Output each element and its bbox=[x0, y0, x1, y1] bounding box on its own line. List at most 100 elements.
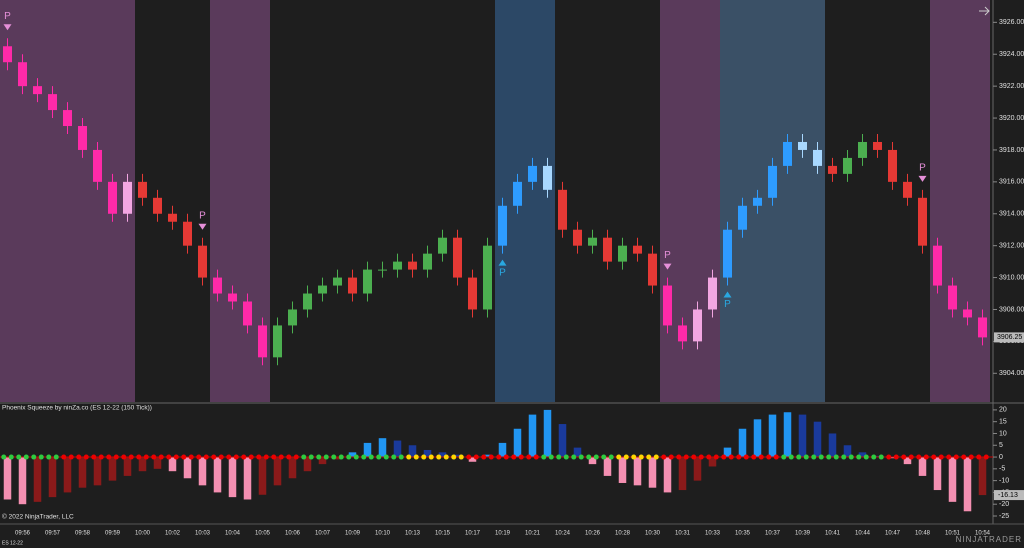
x-tick-label: 10:48 bbox=[915, 531, 931, 537]
histogram-bar bbox=[648, 457, 657, 488]
y-tick-label: 3908.00 bbox=[999, 306, 1024, 313]
squeeze-dot bbox=[203, 454, 209, 460]
squeeze-dot bbox=[653, 454, 659, 460]
squeeze-dot bbox=[353, 454, 359, 460]
squeeze-dot bbox=[226, 454, 232, 460]
squeeze-dot bbox=[136, 454, 142, 460]
y-tick-label: 20 bbox=[999, 407, 1007, 414]
histogram-bar bbox=[48, 457, 57, 498]
squeeze-dot bbox=[113, 454, 119, 460]
squeeze-dot bbox=[128, 454, 134, 460]
squeeze-dot bbox=[811, 454, 817, 460]
histogram-bar bbox=[93, 457, 102, 486]
x-tick-label: 10:04 bbox=[225, 531, 241, 537]
x-tick-label: 10:35 bbox=[735, 531, 751, 537]
histogram-bar bbox=[588, 457, 597, 465]
squeeze-dot bbox=[181, 454, 187, 460]
squeeze-dot bbox=[451, 454, 457, 460]
value-marker-box bbox=[994, 490, 1024, 501]
candle-body bbox=[18, 62, 27, 87]
candle-body bbox=[318, 285, 327, 294]
histogram-bar bbox=[618, 457, 627, 483]
candle-body bbox=[603, 237, 612, 262]
histogram-bar bbox=[18, 457, 27, 505]
x-tick-label: 10:24 bbox=[555, 531, 571, 537]
squeeze-dot bbox=[83, 454, 89, 460]
squeeze-dot bbox=[323, 454, 329, 460]
squeeze-dot bbox=[196, 454, 202, 460]
y-tick-label: 10 bbox=[999, 430, 1007, 437]
squeeze-dot bbox=[158, 454, 164, 460]
histogram-bar bbox=[108, 457, 117, 481]
y-tick-label: 3914.00 bbox=[999, 211, 1024, 218]
scroll-icon[interactable] bbox=[979, 6, 990, 16]
squeeze-dot bbox=[631, 454, 637, 460]
squeeze-dot bbox=[668, 454, 674, 460]
squeeze-dot bbox=[518, 454, 524, 460]
squeeze-dot bbox=[728, 454, 734, 460]
value-marker: -16.13 bbox=[998, 492, 1018, 499]
candle-body bbox=[513, 181, 522, 206]
candle-body bbox=[48, 94, 57, 111]
squeeze-dot bbox=[8, 454, 14, 460]
candle-body bbox=[63, 110, 72, 127]
squeeze-dot bbox=[481, 454, 487, 460]
histogram-bar bbox=[363, 442, 372, 458]
candle-body bbox=[978, 317, 987, 338]
x-tick-label: 10:26 bbox=[585, 531, 601, 537]
signal-label: P bbox=[724, 299, 731, 310]
indicator-title: Phoenix Squeeze by ninZa.co (ES 12-22 (1… bbox=[2, 405, 152, 412]
squeeze-dot bbox=[503, 454, 509, 460]
highlight-zone bbox=[495, 0, 555, 402]
signal-arrow bbox=[663, 263, 672, 270]
squeeze-dot bbox=[466, 454, 472, 460]
squeeze-dot bbox=[706, 454, 712, 460]
squeeze-dot bbox=[608, 454, 614, 460]
squeeze-dot bbox=[188, 454, 194, 460]
candle-body bbox=[483, 245, 492, 310]
squeeze-dot bbox=[796, 454, 802, 460]
x-tick-label: 10:09 bbox=[345, 531, 361, 537]
squeeze-dot bbox=[488, 454, 494, 460]
squeeze-dot bbox=[308, 454, 314, 460]
squeeze-dot bbox=[361, 454, 367, 460]
squeeze-dot bbox=[331, 454, 337, 460]
candle-body bbox=[273, 325, 282, 358]
squeeze-dot bbox=[983, 454, 989, 460]
candle-body bbox=[843, 157, 852, 174]
histogram-bar bbox=[3, 457, 12, 500]
candle-body bbox=[213, 277, 222, 294]
histogram-bar bbox=[603, 457, 612, 476]
candle-body bbox=[828, 165, 837, 174]
candle-body bbox=[453, 237, 462, 278]
histogram-bar bbox=[678, 457, 687, 491]
y-tick-label: -25 bbox=[999, 513, 1009, 520]
candle-body bbox=[78, 126, 87, 150]
candle-body bbox=[258, 325, 267, 358]
candle-body bbox=[903, 181, 912, 198]
signal-label: P bbox=[199, 210, 206, 221]
candle-body bbox=[813, 149, 822, 166]
squeeze-dot bbox=[256, 454, 262, 460]
histogram-bar bbox=[558, 424, 567, 458]
y-tick-label: -20 bbox=[999, 501, 1009, 508]
candle-body bbox=[933, 245, 942, 286]
squeeze-dot bbox=[541, 454, 547, 460]
signal-label: P bbox=[664, 250, 671, 261]
x-tick-label: 10:41 bbox=[825, 531, 841, 537]
squeeze-dot bbox=[496, 454, 502, 460]
histogram-bar bbox=[348, 452, 357, 458]
histogram-bar bbox=[468, 457, 477, 462]
x-tick-label: 09:58 bbox=[75, 531, 91, 537]
x-tick-label: 09:59 bbox=[105, 531, 121, 537]
x-tick-label: 10:28 bbox=[615, 531, 631, 537]
histogram-bar bbox=[393, 440, 402, 458]
squeeze-dot bbox=[38, 454, 44, 460]
copyright: © 2022 NinjaTrader, LLC bbox=[2, 513, 74, 521]
histogram-bar bbox=[858, 452, 867, 458]
candle-body bbox=[303, 293, 312, 310]
histogram-bar bbox=[213, 457, 222, 493]
squeeze-dot bbox=[878, 454, 884, 460]
squeeze-dot bbox=[413, 454, 419, 460]
squeeze-dot bbox=[683, 454, 689, 460]
